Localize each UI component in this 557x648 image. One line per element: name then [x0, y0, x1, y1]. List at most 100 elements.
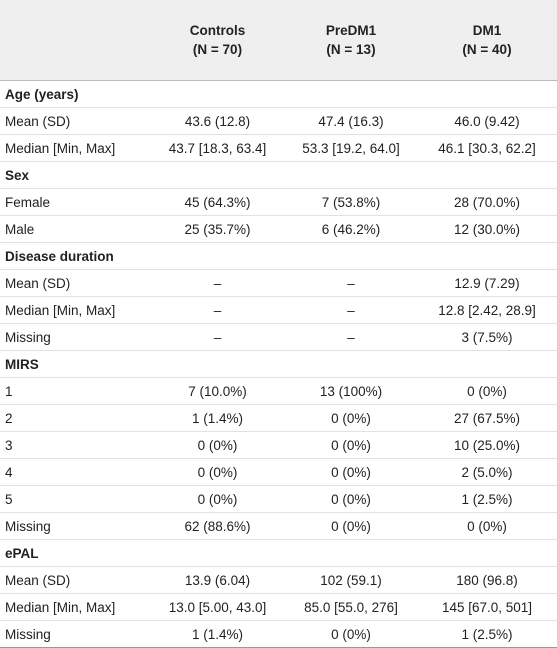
cell: 10 (25.0%): [417, 431, 557, 459]
column-name: PreDM1: [285, 0, 417, 40]
section-row: Disease duration: [0, 242, 557, 270]
cell: 12.8 [2.42, 28.9]: [417, 296, 557, 324]
header-cell: [0, 40, 150, 81]
section-title: Age (years): [0, 80, 557, 108]
section-title: MIRS: [0, 350, 557, 378]
section-row: Age (years): [0, 80, 557, 108]
data-row: Median [Min, Max] 43.7 [18.3, 63.4] 53.3 […: [0, 134, 557, 162]
cell: 47.4 (16.3): [285, 107, 417, 135]
cell: 53.3 [19.2, 64.0]: [285, 134, 417, 162]
cell: 1 (2.5%): [417, 620, 557, 648]
cell: 0 (0%): [150, 431, 285, 459]
section-title: ePAL: [0, 539, 557, 567]
cell: 27 (67.5%): [417, 404, 557, 432]
cell: 0 (0%): [285, 512, 417, 540]
row-label: Missing: [0, 323, 150, 351]
data-row: Mean (SD) 13.9 (6.04) 102 (59.1) 180 (96.8): [0, 566, 557, 594]
cell: 0 (0%): [417, 377, 557, 405]
row-label: Median [Min, Max]: [0, 134, 150, 162]
data-row: Mean (SD) 43.6 (12.8) 47.4 (16.3) 46.0 (9.4…: [0, 107, 557, 135]
data-row: Female 45 (64.3%) 7 (53.8%) 28 (70.0%): [0, 188, 557, 216]
cell: 1 (1.4%): [150, 404, 285, 432]
data-row: Missing 1 (1.4%) 0 (0%) 1 (2.5%): [0, 620, 557, 648]
cell: 1 (1.4%): [150, 620, 285, 648]
row-label: 3: [0, 431, 150, 459]
row-label: Mean (SD): [0, 107, 150, 135]
section-title: Disease duration: [0, 242, 557, 270]
header-row: Controls PreDM1 DM1: [0, 0, 557, 40]
cell: 0 (0%): [417, 512, 557, 540]
cell: 0 (0%): [150, 458, 285, 486]
data-row: Missing – –3 (7.5%): [0, 323, 557, 351]
table-header: Controls PreDM1 DM1 (N = 70) (N = 13) (N = 4…: [0, 0, 557, 81]
row-label: 4: [0, 458, 150, 486]
cell: 62 (88.6%): [150, 512, 285, 540]
section-title: Sex: [0, 161, 557, 189]
column-name: DM1: [417, 0, 557, 40]
section-row: ePAL: [0, 539, 557, 567]
row-label: Mean (SD): [0, 269, 150, 297]
header-row: (N = 70) (N = 13) (N = 40): [0, 40, 557, 81]
cell: 7 (10.0%): [150, 377, 285, 405]
cell: 0 (0%): [285, 458, 417, 486]
row-label: Median [Min, Max]: [0, 593, 150, 621]
cell: 46.1 [30.3, 62.2]: [417, 134, 557, 162]
cell: 43.7 [18.3, 63.4]: [150, 134, 285, 162]
cell: 7 (53.8%): [285, 188, 417, 216]
cell: 85.0 [55.0, 276]: [285, 593, 417, 621]
cell: –: [150, 296, 285, 324]
cell: 28 (70.0%): [417, 188, 557, 216]
data-row: Mean (SD) – –12.9 (7.29): [0, 269, 557, 297]
cell: 1 (2.5%): [417, 485, 557, 513]
data-row: Median [Min, Max] 13.0 [5.00, 43.0] 85.0 […: [0, 593, 557, 621]
row-label: Female: [0, 188, 150, 216]
cell: 102 (59.1): [285, 566, 417, 594]
cell: 46.0 (9.42): [417, 107, 557, 135]
cell: 6 (46.2%): [285, 215, 417, 243]
cell: 45 (64.3%): [150, 188, 285, 216]
column-name: Controls: [150, 0, 285, 40]
header-cell: [0, 0, 150, 40]
cell: 25 (35.7%): [150, 215, 285, 243]
cell: 0 (0%): [285, 620, 417, 648]
cell: –: [285, 296, 417, 324]
row-label: 1: [0, 377, 150, 405]
cell: 0 (0%): [150, 485, 285, 513]
data-row: Median [Min, Max] – –12.8 [2.42, 28.9]: [0, 296, 557, 324]
cell: 0 (0%): [285, 485, 417, 513]
section-row: MIRS: [0, 350, 557, 378]
column-n: (N = 13): [285, 40, 417, 81]
data-row: Missing 62 (88.6%) 0 (0%) 0 (0%): [0, 512, 557, 540]
row-label: 2: [0, 404, 150, 432]
row-label: Median [Min, Max]: [0, 296, 150, 324]
cell: –: [150, 323, 285, 351]
cell: –: [150, 269, 285, 297]
column-n: (N = 70): [150, 40, 285, 81]
cell: 2 (5.0%): [417, 458, 557, 486]
row-label: 5: [0, 485, 150, 513]
cell: 3 (7.5%): [417, 323, 557, 351]
cell: 13 (100%): [285, 377, 417, 405]
cell: 13.0 [5.00, 43.0]: [150, 593, 285, 621]
row-label: Missing: [0, 512, 150, 540]
row-label: Mean (SD): [0, 566, 150, 594]
cell: 43.6 (12.8): [150, 107, 285, 135]
table-body: Age (years) Mean (SD) 43.6 (12.8) 47.4 (16.…: [0, 80, 557, 648]
cell: 12.9 (7.29): [417, 269, 557, 297]
row-label: Male: [0, 215, 150, 243]
cell: –: [285, 269, 417, 297]
section-row: Sex: [0, 161, 557, 189]
cell: 0 (0%): [285, 404, 417, 432]
column-n: (N = 40): [417, 40, 557, 81]
row-label: Missing: [0, 620, 150, 648]
cell: 0 (0%): [285, 431, 417, 459]
cell: –: [285, 323, 417, 351]
cell: 13.9 (6.04): [150, 566, 285, 594]
